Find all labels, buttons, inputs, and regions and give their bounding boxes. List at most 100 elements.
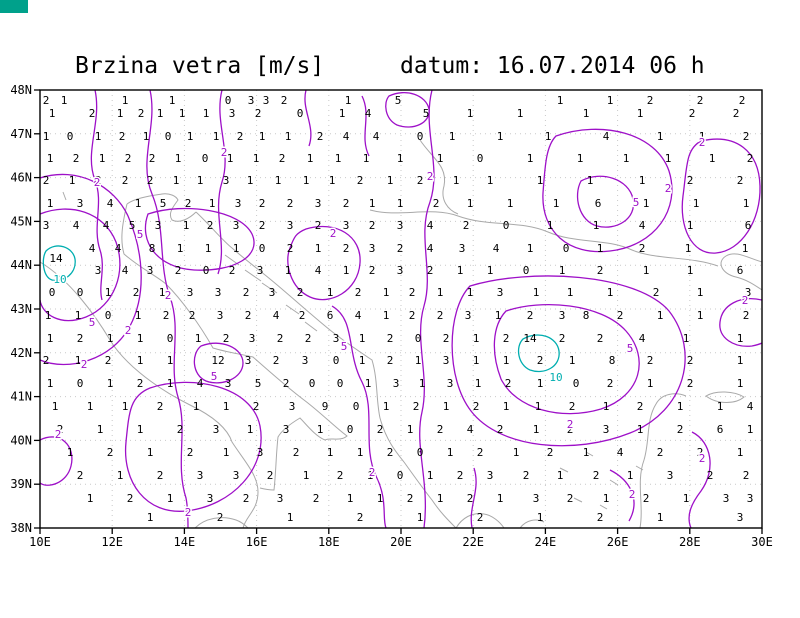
point-value: 1 [147, 511, 154, 524]
point-value: 3 [315, 197, 322, 210]
point-value: 2 [433, 197, 440, 210]
point-value: 2 [147, 174, 154, 187]
point-value: 2 [639, 242, 646, 255]
point-value: 2 [259, 197, 266, 210]
point-value: 1 [527, 152, 534, 165]
point-value: 3 [197, 469, 204, 482]
point-value: 2 [567, 423, 574, 436]
point-value: 1 [737, 332, 744, 345]
point-value: 4 [639, 332, 646, 345]
point-value: 2 [119, 130, 126, 143]
point-value: 4 [197, 377, 204, 390]
contour-line-low [688, 431, 711, 529]
point-value: 2 [243, 286, 250, 299]
point-value: 1 [717, 400, 724, 413]
contour-label: 2 [125, 324, 132, 337]
point-value: 3 [487, 469, 494, 482]
chart-title: Brzina vetra [m/s] [75, 53, 324, 79]
point-value: 2 [407, 492, 414, 505]
point-value: 3 [443, 354, 450, 367]
point-value: 1 [383, 309, 390, 322]
point-value: 1 [557, 94, 564, 107]
point-value: 0 [225, 94, 232, 107]
point-value: 1 [335, 152, 342, 165]
point-value: 2 [157, 400, 164, 413]
point-value: 1 [497, 492, 504, 505]
point-value: 4 [493, 242, 500, 255]
point-value: 2 [369, 264, 376, 277]
point-value: 4 [343, 130, 350, 143]
point-value: 0 [67, 130, 74, 143]
point-value: 1 [583, 107, 590, 120]
point-value: 3 [215, 286, 222, 299]
point-value: 1 [467, 107, 474, 120]
point-value: 2 [417, 174, 424, 187]
point-value: 2 [297, 286, 304, 299]
point-value: 3 [747, 492, 754, 505]
point-value: 1 [743, 197, 750, 210]
point-value: 1 [587, 174, 594, 187]
point-value: 1 [397, 152, 404, 165]
point-value: 2 [357, 174, 364, 187]
point-value: 2 [637, 400, 644, 413]
contour-label: 2 [369, 466, 376, 479]
point-value: 0 [503, 219, 510, 232]
point-value: 4 [89, 242, 96, 255]
point-value: 4 [315, 264, 322, 277]
point-value: 6 [737, 264, 744, 277]
point-value: 2 [653, 286, 660, 299]
point-value: 1 [205, 242, 212, 255]
point-value: 3 [257, 446, 264, 459]
point-value: 2 [409, 309, 416, 322]
point-value: 4 [103, 219, 110, 232]
point-value: 1 [75, 354, 82, 367]
point-value: 2 [281, 94, 288, 107]
point-value: 1 [623, 152, 630, 165]
point-value: 2 [305, 332, 312, 345]
point-value: 4 [73, 219, 80, 232]
coastline-path [39, 261, 259, 529]
point-value: 1 [553, 197, 560, 210]
point-value: 1 [467, 286, 474, 299]
point-value: 6 [327, 309, 334, 322]
point-value: 1 [747, 423, 754, 436]
point-value: 3 [302, 354, 309, 367]
point-value: 2 [149, 152, 156, 165]
point-value: 2 [643, 492, 650, 505]
contour-label: 2 [629, 488, 636, 501]
point-value: 3 [245, 354, 252, 367]
point-value: 1 [195, 332, 202, 345]
point-value: 1 [397, 197, 404, 210]
point-value: 2 [477, 511, 484, 524]
point-value: 3 [559, 309, 566, 322]
point-value: 2 [293, 446, 300, 459]
point-value: 3 [287, 219, 294, 232]
point-value: 3 [533, 492, 540, 505]
point-value: 1 [223, 446, 230, 459]
point-value: 2 [397, 242, 404, 255]
point-value: 1 [233, 242, 240, 255]
contour-line-high [42, 245, 76, 282]
point-value: 1 [685, 242, 692, 255]
contour-lines-purple [39, 89, 763, 529]
point-value: 3 [465, 309, 472, 322]
point-value: 0 [333, 354, 340, 367]
point-value: 1 [157, 107, 164, 120]
point-value: 5 [160, 197, 167, 210]
contour-label: 2 [81, 358, 88, 371]
contour-label: 2 [567, 418, 574, 431]
point-value: 1 [307, 152, 314, 165]
point-value: 2 [697, 446, 704, 459]
point-value: 2 [107, 446, 114, 459]
point-value: 1 [415, 354, 422, 367]
point-value: 6 [595, 197, 602, 210]
point-value: 1 [473, 354, 480, 367]
point-value: 2 [127, 492, 134, 505]
point-value: 2 [409, 286, 416, 299]
x-tick-label: 18E [318, 535, 340, 549]
point-value: 2 [157, 469, 164, 482]
point-value: 1 [275, 174, 282, 187]
point-value: 1 [67, 446, 74, 459]
coastlines [39, 139, 763, 529]
point-value: 1 [437, 492, 444, 505]
